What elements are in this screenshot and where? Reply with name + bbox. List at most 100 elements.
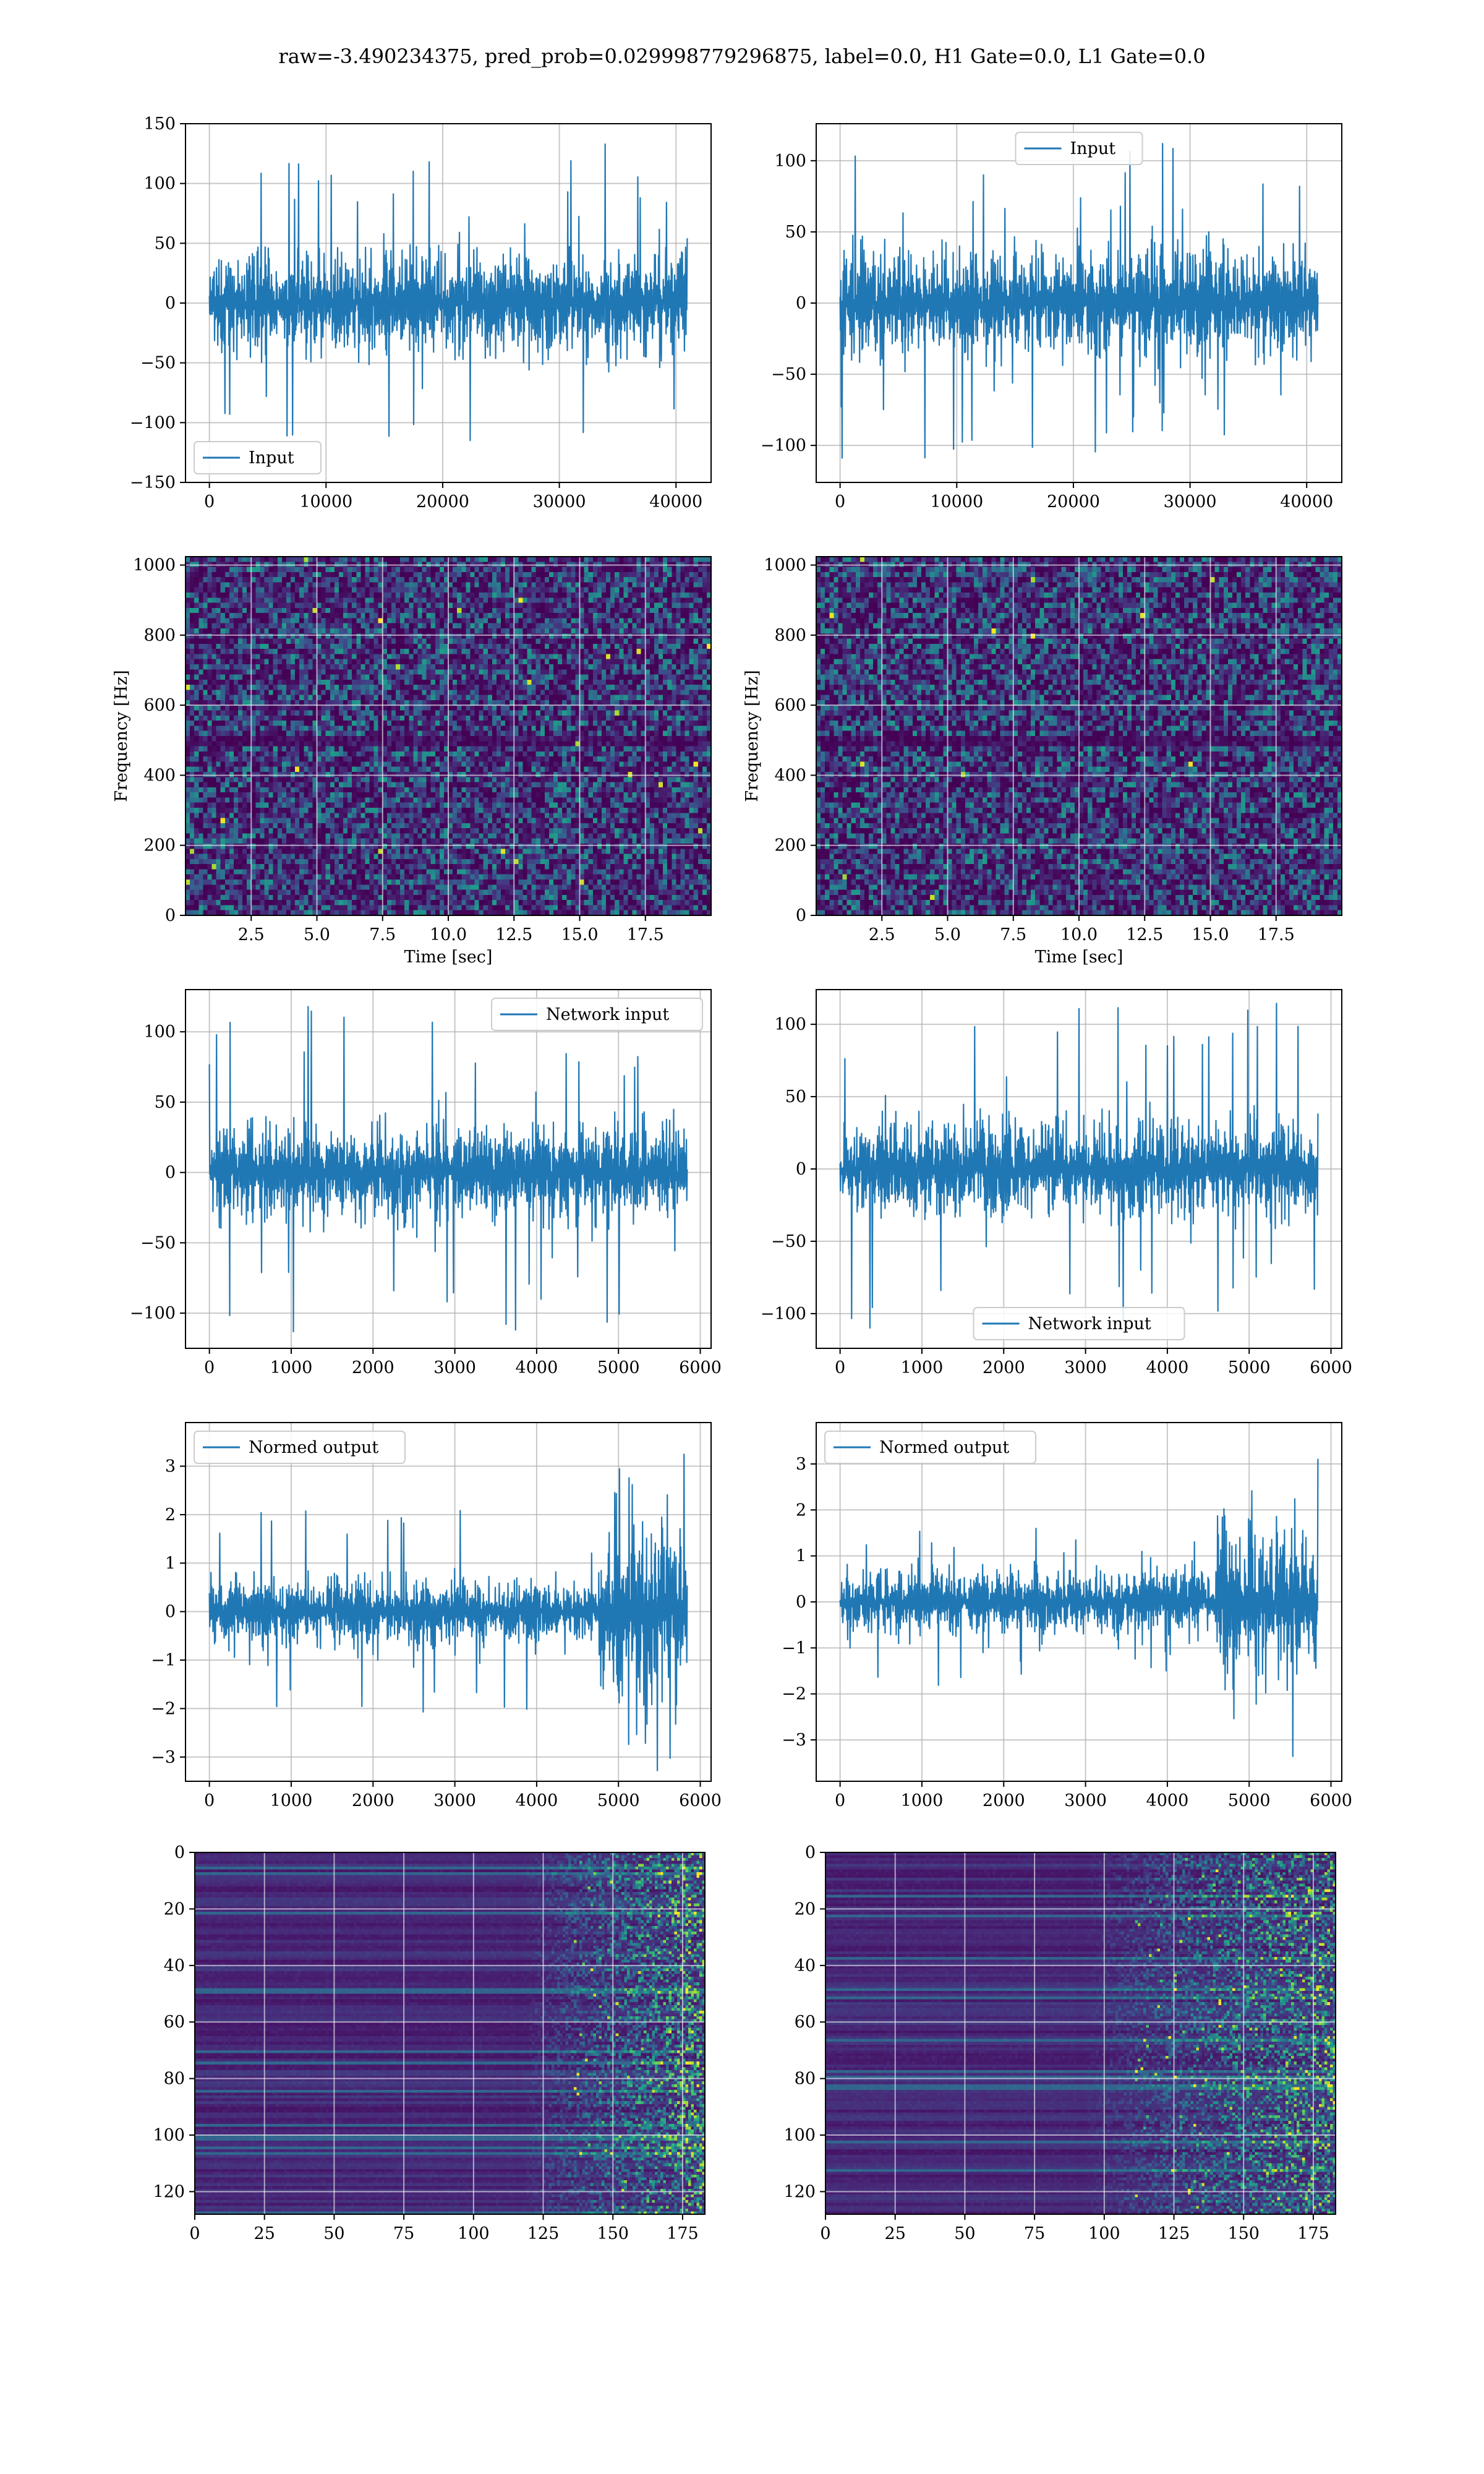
heatmap-cell — [553, 577, 558, 583]
heatmap-cell — [484, 649, 488, 654]
heatmap-cell — [291, 597, 296, 603]
heatmap-cell — [457, 623, 462, 629]
heatmap-cell — [387, 608, 392, 614]
heatmap-cell — [689, 664, 694, 670]
heatmap-cell — [466, 593, 471, 598]
heatmap-cell — [365, 588, 370, 593]
heatmap-cell — [698, 557, 703, 562]
heatmap-cell — [646, 608, 650, 614]
heatmap-cell — [571, 654, 576, 659]
heatmap-cell — [685, 618, 690, 623]
heatmap-cell — [545, 623, 550, 629]
heatmap-cell — [448, 664, 453, 670]
heatmap-cell — [273, 639, 278, 644]
heatmap-cell — [488, 639, 493, 644]
heatmap-cell — [479, 649, 484, 654]
heatmap-cell — [374, 649, 379, 654]
heatmap-cell — [413, 649, 418, 654]
heatmap-cell — [637, 572, 642, 578]
heatmap-cell — [623, 593, 628, 598]
heatmap-cell — [527, 572, 532, 578]
heatmap-cell — [400, 588, 405, 593]
heatmap-cell — [571, 623, 576, 629]
heatmap-cell — [273, 613, 278, 618]
heatmap-cell — [409, 588, 414, 593]
heatmap-cell — [212, 659, 217, 665]
heatmap-cell — [360, 628, 365, 634]
heatmap-cell — [383, 608, 388, 614]
heatmap-cell — [273, 633, 278, 639]
heatmap-cell — [330, 633, 335, 639]
heatmap-cell — [580, 639, 585, 644]
heatmap-cell — [461, 644, 466, 649]
heatmap-cell — [610, 639, 615, 644]
heatmap-cell — [650, 582, 655, 588]
heatmap-cell — [435, 603, 440, 609]
heatmap-cell — [514, 608, 519, 614]
heatmap-cell — [532, 582, 537, 588]
heatmap-cell — [360, 582, 365, 588]
heatmap-cell — [615, 639, 620, 644]
heatmap-cell — [514, 628, 519, 634]
heatmap-cell — [251, 654, 256, 659]
heatmap-cell — [584, 567, 589, 573]
heatmap-cell — [475, 597, 480, 603]
heatmap-cell — [190, 633, 195, 639]
heatmap-cell — [584, 623, 589, 629]
heatmap-cell — [400, 593, 405, 598]
heatmap-cell — [356, 654, 361, 659]
heatmap-cell — [417, 582, 422, 588]
heatmap-cell — [689, 618, 694, 623]
heatmap-cell — [646, 623, 650, 629]
heatmap-cell — [360, 633, 365, 639]
heatmap-cell — [330, 557, 335, 562]
heatmap-cell — [400, 664, 405, 670]
heatmap-cell — [207, 654, 212, 659]
heatmap-cell — [663, 588, 668, 593]
heatmap-cell — [216, 618, 221, 623]
heatmap-cell — [514, 654, 519, 659]
heatmap-cell — [269, 603, 274, 609]
heatmap-cell — [269, 588, 274, 593]
heatmap-cell — [479, 654, 484, 659]
heatmap-cell — [308, 597, 313, 603]
heatmap-cell — [260, 644, 265, 649]
heatmap-cell — [194, 577, 199, 583]
heatmap-cell — [198, 597, 203, 603]
heatmap-cell — [207, 623, 212, 629]
heatmap-cell — [409, 613, 414, 618]
heatmap-cell — [628, 633, 633, 639]
heatmap-cell — [343, 664, 348, 670]
heatmap-cell — [387, 567, 392, 573]
heatmap-cell — [238, 613, 243, 618]
heatmap-cell — [453, 572, 458, 578]
heatmap-cell — [453, 618, 458, 623]
heatmap-cell — [396, 582, 401, 588]
heatmap-cell — [584, 608, 589, 614]
y-tick-label: −150 — [130, 473, 176, 492]
heatmap-cell — [633, 649, 638, 654]
heatmap-cell — [492, 588, 497, 593]
heatmap-cell — [501, 582, 506, 588]
heatmap-cell — [602, 618, 607, 623]
heatmap-cell — [522, 588, 527, 593]
heatmap-cell — [536, 654, 541, 659]
heatmap-cell — [650, 664, 655, 670]
heatmap-cell — [606, 577, 611, 583]
heatmap-cell — [356, 603, 361, 609]
heatmap-cell — [387, 633, 392, 639]
heatmap-cell — [497, 572, 501, 578]
heatmap-cell — [514, 597, 519, 603]
y-tick-label: −100 — [761, 436, 806, 455]
heatmap-cell — [457, 664, 462, 670]
heatmap-cell — [383, 588, 388, 593]
heatmap-cell — [698, 633, 703, 639]
heatmap-cell — [348, 644, 352, 649]
heatmap-cell — [212, 597, 217, 603]
heatmap-cell — [404, 639, 409, 644]
heatmap-cell — [304, 649, 309, 654]
heatmap-cell — [291, 644, 296, 649]
heatmap-cell — [680, 582, 685, 588]
heatmap-cell — [427, 664, 432, 670]
